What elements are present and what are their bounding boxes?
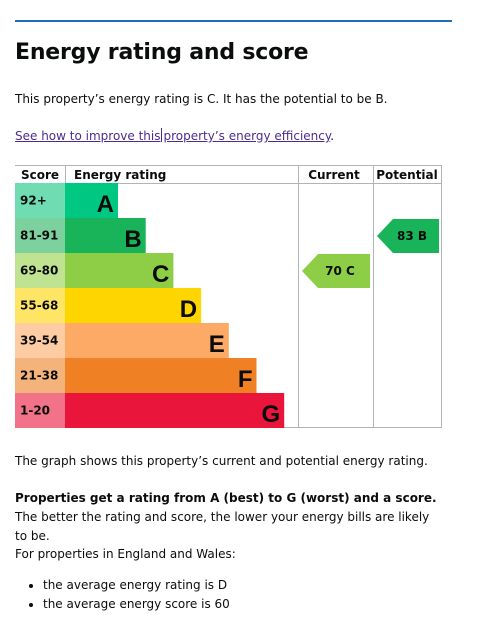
rating-markers: 70 C 83 B <box>302 219 439 288</box>
score-cell-b <box>15 218 65 253</box>
band-bar-a <box>65 183 118 218</box>
header-energy-rating: Energy rating <box>74 168 166 182</box>
potential-rating-marker-arrow <box>377 219 439 253</box>
band-bar-e <box>65 323 229 358</box>
score-label-g: 1-20 <box>20 404 50 418</box>
section-divider <box>15 20 452 22</box>
score-label-d: 55-68 <box>20 299 58 313</box>
list-item: the average energy score is 60 <box>43 595 230 614</box>
current-rating-marker-label: 70 C <box>325 264 355 278</box>
rating-bands: 92+ A 81-91 B 69-80 C 55-68 D 39-54 E 21-38 F 1-20 G <box>15 183 285 428</box>
rating-scale-explanation: Properties get a rating from A (best) to… <box>15 489 445 546</box>
score-cell-e <box>15 323 65 358</box>
energy-rating-chart: Score Energy rating Current Potential 92… <box>15 165 442 428</box>
score-label-f: 21-38 <box>20 369 58 383</box>
header-current: Current <box>308 168 360 182</box>
score-cell-c <box>15 253 65 288</box>
current-rating-marker-arrow <box>302 254 370 288</box>
header-score: Score <box>21 168 59 182</box>
period: . <box>330 129 335 143</box>
score-cell-g <box>15 393 65 428</box>
score-label-e: 39-54 <box>20 334 58 348</box>
band-letter-b: B <box>124 226 141 253</box>
score-cell-a <box>15 183 65 218</box>
band-bar-g <box>65 393 285 428</box>
band-bar-f <box>65 358 257 393</box>
band-letter-g: G <box>262 401 281 428</box>
list-item: the average energy rating is D <box>43 576 230 595</box>
band-bar-c <box>65 253 174 288</box>
rating-scale-rest: The better the rating and score, the low… <box>15 510 430 543</box>
band-letter-c: C <box>152 261 169 288</box>
score-label-c: 69-80 <box>20 264 58 278</box>
averages-list: the average energy rating is D the avera… <box>15 576 230 614</box>
band-letter-e: E <box>209 331 225 358</box>
graph-caption: The graph shows this property’s current … <box>15 454 428 468</box>
band-letter-a: A <box>97 191 114 218</box>
score-cell-d <box>15 288 65 323</box>
score-cell-f <box>15 358 65 393</box>
improve-link-text-start: See how to improve this <box>15 129 161 143</box>
potential-rating-marker-label: 83 B <box>397 229 427 243</box>
score-label-a: 92+ <box>20 194 47 208</box>
text-cursor <box>161 128 163 142</box>
improve-link-paragraph: See how to improve this property’s energy… <box>15 127 445 146</box>
band-letter-d: D <box>180 296 197 323</box>
band-bar-b <box>65 218 146 253</box>
region-intro: For properties in England and Wales: <box>15 547 236 561</box>
score-label-b: 81-91 <box>20 229 58 243</box>
rating-scale-bold: Properties get a rating from A (best) to… <box>15 491 437 505</box>
improve-link-text-end: property’s energy efficiency <box>163 129 331 143</box>
improve-efficiency-link[interactable]: See how to improve this property’s energy… <box>15 128 331 143</box>
band-bar-d <box>65 288 202 323</box>
rating-summary: This property’s energy rating is C. It h… <box>15 92 388 106</box>
page-title: Energy rating and score <box>15 40 309 65</box>
header-potential: Potential <box>376 168 438 182</box>
band-letter-f: F <box>238 366 253 393</box>
